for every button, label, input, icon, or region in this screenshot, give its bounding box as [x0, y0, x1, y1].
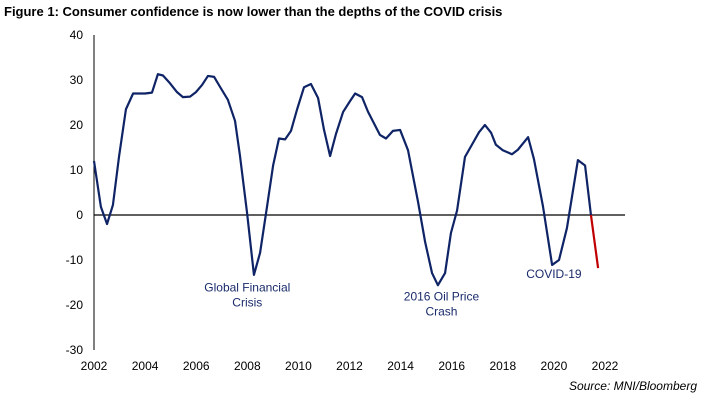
x-tick-label: 2018 — [489, 359, 516, 373]
x-tick-label: 2012 — [336, 359, 363, 373]
x-tick-label: 2016 — [438, 359, 465, 373]
x-tick-label: 2014 — [387, 359, 414, 373]
y-tick-label: 20 — [70, 118, 84, 132]
y-tick-label: 40 — [70, 28, 84, 42]
x-tick-label: 2010 — [285, 359, 312, 373]
x-tick-label: 2006 — [183, 359, 210, 373]
x-tick-label: 2022 — [592, 359, 619, 373]
y-tick-label: 30 — [70, 73, 84, 87]
annotation-label: COVID-19 — [526, 267, 582, 281]
series-line — [92, 73, 593, 287]
annotation-label: Crisis — [232, 296, 262, 310]
x-tick-label: 2008 — [234, 359, 261, 373]
annotation-label: Global Financial — [204, 281, 290, 295]
annotation-label: Crash — [425, 305, 457, 319]
x-tick-label: 2004 — [132, 359, 159, 373]
x-tick-label: 2020 — [541, 359, 568, 373]
x-tick-label: 2002 — [81, 359, 108, 373]
latest-series-line — [589, 214, 600, 269]
annotation-label: 2016 Oil Price — [404, 290, 480, 304]
y-tick-label: -10 — [66, 253, 84, 267]
y-tick-label: 10 — [70, 163, 84, 177]
y-tick-label: -20 — [66, 298, 84, 312]
chart-title: Figure 1: Consumer confidence is now low… — [4, 4, 503, 19]
source-note: Source: MNI/Bloomberg — [568, 379, 697, 393]
y-tick-label: -30 — [66, 343, 84, 357]
y-tick-label: 0 — [76, 208, 83, 222]
